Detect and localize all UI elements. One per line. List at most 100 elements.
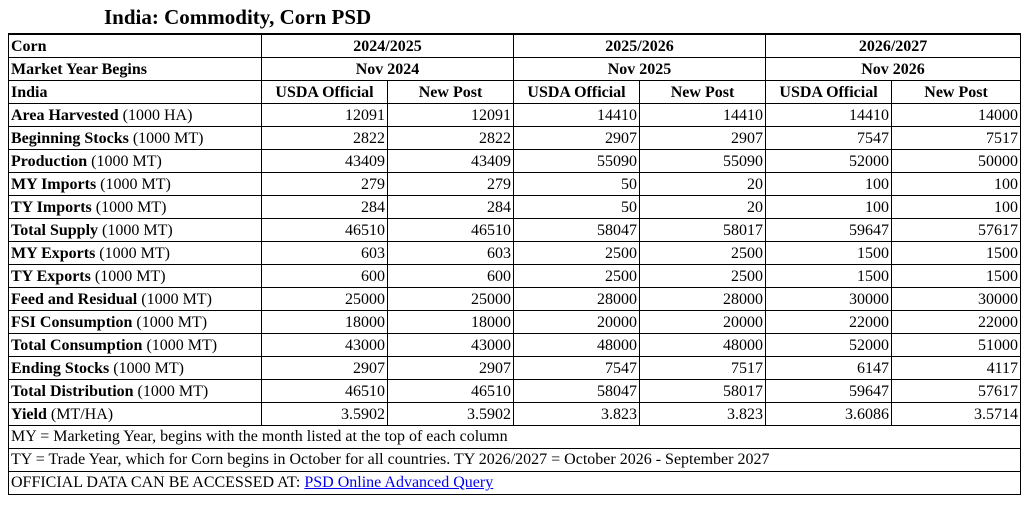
table-row: Ending Stocks (1000 MT) 2907 2907 7547 7517 6… [8, 356, 1022, 380]
table-cell: 279 [261, 172, 388, 196]
table-cell: 600 [261, 264, 388, 288]
table-cell: 14410 [765, 103, 893, 127]
header-row-columns: India USDA Official New Post USDA Offici… [8, 80, 1022, 104]
table-row: Total Supply (1000 MT) 46510 46510 58047 580… [8, 218, 1022, 242]
table-cell: 2907 [386, 356, 515, 380]
table-row: Total Consumption (1000 MT) 43000 43000 480… [8, 333, 1022, 357]
row-label: Area Harvested (1000 HA) [8, 103, 262, 127]
row-label: Yield (MT/HA) [8, 402, 262, 426]
row-label-unit: (1000 MT) [109, 359, 184, 377]
row-label: Feed and Residual (1000 MT) [8, 287, 262, 311]
row-label-unit: (1000 MT) [142, 336, 218, 354]
psd-online-link[interactable]: PSD Online Advanced Query [304, 474, 494, 491]
table-cell: 100 [891, 195, 1022, 219]
table-row: Total Distribution (1000 MT) 46510 46510 58… [8, 379, 1022, 403]
table-cell: 30000 [891, 287, 1022, 311]
access-prefix: OFFICIAL DATA CAN BE ACCESSED AT: [11, 474, 305, 491]
row-label-name: Area Harvested [11, 106, 119, 124]
row-label-name: TY Exports [11, 267, 91, 285]
col-new-post: New Post [639, 80, 767, 104]
table-cell: 58047 [513, 218, 641, 242]
row-label: MY Imports (1000 MT) [8, 172, 262, 196]
table-cell: 2500 [513, 241, 641, 265]
row-label: Beginning Stocks (1000 MT) [8, 126, 262, 150]
table-cell: 58017 [639, 218, 767, 242]
table-row: Production (1000 MT) 43409 43409 55090 55090… [8, 149, 1022, 173]
table-cell: 2500 [639, 264, 767, 288]
footnote-ty: TY = Trade Year, which for Corn begins i… [7, 448, 1022, 472]
table-cell: 284 [386, 195, 515, 219]
row-label-unit: (1000 MT) [87, 152, 162, 170]
table-cell: 1500 [765, 264, 893, 288]
row-label: MY Exports (1000 MT) [8, 241, 262, 265]
table-cell: 28000 [639, 287, 767, 311]
table-cell: 3.823 [513, 402, 641, 426]
row-label-unit: (1000 MT) [95, 244, 170, 262]
market-year-label: Market Year Begins [8, 57, 262, 81]
row-label-unit: (1000 MT) [133, 382, 209, 400]
table-cell: 50 [513, 172, 641, 196]
table-cell: 12091 [386, 103, 515, 127]
table-row: Feed and Residual (1000 MT) 25000 25000 280… [8, 287, 1022, 311]
table-cell: 3.5714 [891, 402, 1022, 426]
row-label-name: Yield [11, 405, 47, 423]
table-cell: 20 [639, 195, 767, 219]
table-cell: 58017 [639, 379, 767, 403]
year-header-3: 2026/2027 [765, 33, 1022, 58]
header-row-commodity: Corn 2024/2025 2025/2026 2026/2027 [8, 33, 1022, 58]
table-cell: 25000 [261, 287, 388, 311]
table-cell: 1500 [765, 241, 893, 265]
row-label: Total Distribution (1000 MT) [8, 379, 262, 403]
table-cell: 48000 [639, 333, 767, 357]
row-label-unit: (1000 MT) [96, 175, 171, 193]
row-label: TY Exports (1000 MT) [8, 264, 262, 288]
table-cell: 57617 [891, 218, 1022, 242]
table-cell: 2907 [639, 126, 767, 150]
row-label-name: Beginning Stocks [11, 129, 129, 147]
table-cell: 3.5902 [261, 402, 388, 426]
table-cell: 279 [386, 172, 515, 196]
table-cell: 3.6086 [765, 402, 893, 426]
row-label-unit: (MT/HA) [46, 405, 114, 423]
table-cell: 43000 [386, 333, 515, 357]
col-usda-official: USDA Official [513, 80, 641, 104]
table-cell: 50 [513, 195, 641, 219]
table-cell: 46510 [261, 218, 388, 242]
col-new-post: New Post [386, 80, 515, 104]
table-row: Area Harvested (1000 HA) 12091 12091 14410 1… [8, 103, 1022, 127]
row-label-name: Production [11, 152, 88, 170]
table-cell: 43000 [261, 333, 388, 357]
year-begins-3: Nov 2026 [765, 57, 1022, 81]
row-label: FSI Consumption (1000 MT) [8, 310, 262, 334]
table-cell: 43409 [261, 149, 388, 173]
col-usda-official: USDA Official [261, 80, 388, 104]
table-cell: 57617 [891, 379, 1022, 403]
table-row: TY Imports (1000 MT) 284 284 50 20 100 100 [8, 195, 1022, 219]
row-label-name: Total Supply [11, 221, 99, 239]
table-cell: 2907 [513, 126, 641, 150]
table-cell: 52000 [765, 149, 893, 173]
row-label-name: TY Imports [11, 198, 92, 216]
table-cell: 20000 [513, 310, 641, 334]
year-header-2: 2025/2026 [513, 33, 767, 58]
year-begins-1: Nov 2024 [260, 57, 515, 81]
table-cell: 30000 [765, 287, 893, 311]
row-label-name: Total Distribution [11, 382, 134, 400]
row-label: Production (1000 MT) [8, 149, 262, 173]
table-cell: 100 [891, 172, 1022, 196]
table-cell: 14410 [639, 103, 767, 127]
table-cell: 2500 [513, 264, 641, 288]
table-cell: 2907 [261, 356, 388, 380]
table-cell: 2822 [386, 126, 515, 150]
row-label: TY Imports (1000 MT) [8, 195, 262, 219]
table-cell: 59647 [765, 218, 893, 242]
table-cell: 14410 [513, 103, 641, 127]
table-cell: 18000 [386, 310, 515, 334]
commodity-label: Corn [8, 33, 262, 58]
table-cell: 284 [261, 195, 388, 219]
row-label-unit: (1000 MT) [128, 129, 204, 147]
table-cell: 22000 [891, 310, 1022, 334]
table-cell: 600 [386, 264, 515, 288]
table-cell: 55090 [513, 149, 641, 173]
table-cell: 603 [386, 241, 515, 265]
